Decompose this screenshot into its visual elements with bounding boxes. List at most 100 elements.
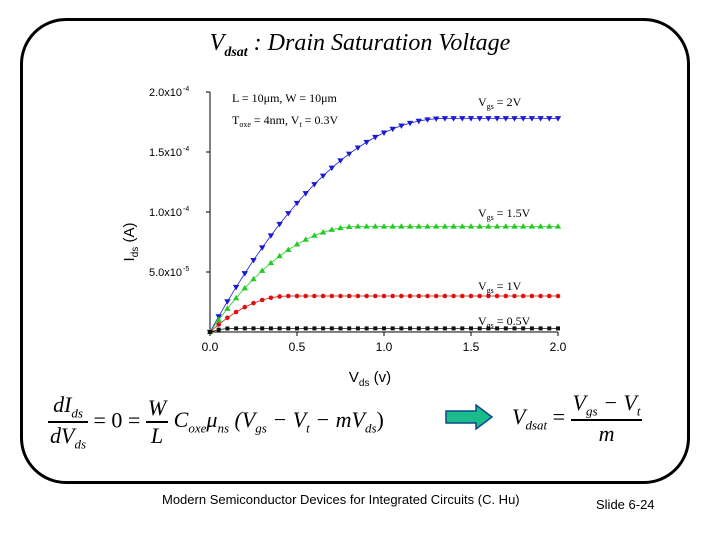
data-point bbox=[267, 259, 275, 266]
data-point bbox=[389, 126, 396, 133]
data-point bbox=[468, 293, 474, 299]
data-point bbox=[390, 293, 396, 299]
slide-number: Slide 6-24 bbox=[596, 497, 655, 512]
data-point bbox=[234, 326, 239, 331]
data-point bbox=[554, 116, 562, 122]
data-point bbox=[216, 327, 221, 332]
data-point bbox=[250, 257, 257, 264]
data-point bbox=[277, 326, 282, 331]
y-tick-exponent: -4 bbox=[183, 86, 189, 93]
data-point bbox=[485, 223, 492, 229]
data-point bbox=[415, 223, 422, 229]
data-point bbox=[355, 293, 361, 299]
x-tick-label: 1.5 bbox=[463, 340, 480, 354]
data-point bbox=[556, 326, 560, 331]
data-point bbox=[224, 305, 231, 311]
data-point bbox=[434, 326, 439, 331]
data-point bbox=[319, 173, 327, 180]
ids-vds-chart: 0.0 0.5 1.0 1.5 2.05.0x10 -51.0x10 -41.5x10 -42… bbox=[121, 86, 567, 389]
data-point bbox=[215, 316, 222, 323]
data-point bbox=[338, 326, 343, 331]
annotation-geometry: L = 10μm, W = 10μm bbox=[232, 91, 338, 105]
data-point bbox=[347, 326, 352, 331]
data-point bbox=[399, 326, 404, 331]
data-point bbox=[302, 236, 309, 242]
data-point bbox=[328, 226, 335, 232]
data-point bbox=[241, 271, 248, 277]
data-point bbox=[225, 326, 230, 331]
current-expression: Coxeμns (Vgs − Vt − mVds) bbox=[173, 407, 384, 436]
vdsat-symbol: Vdsat bbox=[512, 403, 548, 433]
data-point bbox=[286, 326, 291, 331]
data-point bbox=[380, 223, 388, 229]
data-point bbox=[276, 252, 283, 259]
data-point bbox=[442, 326, 447, 331]
data-point bbox=[364, 326, 369, 331]
series-labels: Vgs = 2V Vgs = 1.5V Vgs = 1V Vgs = 0.5V bbox=[478, 95, 531, 330]
data-point bbox=[467, 116, 475, 122]
data-point bbox=[520, 116, 527, 122]
y-axis-label: Ids (A) bbox=[121, 223, 141, 262]
data-point bbox=[493, 116, 501, 122]
equals-zero: = 0 = bbox=[93, 407, 141, 433]
data-point bbox=[503, 326, 508, 331]
y-tick-exponent: -4 bbox=[183, 206, 189, 213]
data-point bbox=[373, 326, 378, 331]
data-point bbox=[295, 326, 299, 331]
data-point bbox=[321, 326, 326, 331]
data-point bbox=[485, 116, 492, 122]
data-point bbox=[224, 299, 231, 305]
data-point bbox=[477, 293, 483, 299]
data-point bbox=[547, 293, 552, 299]
data-point bbox=[433, 223, 440, 229]
data-point bbox=[337, 158, 344, 164]
y-tick-exponent: -5 bbox=[183, 266, 189, 273]
data-point bbox=[493, 223, 501, 229]
data-point bbox=[486, 293, 491, 299]
data-point bbox=[547, 326, 552, 331]
data-point bbox=[337, 224, 344, 231]
data-point bbox=[512, 326, 517, 331]
data-point bbox=[459, 223, 466, 229]
data-point bbox=[529, 293, 535, 299]
data-point bbox=[406, 223, 414, 229]
data-point bbox=[328, 165, 335, 172]
data-point bbox=[382, 326, 386, 331]
data-point bbox=[311, 232, 318, 238]
data-point bbox=[355, 326, 360, 331]
data-point bbox=[208, 330, 212, 334]
data-point bbox=[398, 223, 405, 229]
data-point bbox=[424, 223, 431, 229]
data-point bbox=[372, 134, 379, 141]
data-point bbox=[346, 151, 353, 158]
data-point bbox=[363, 223, 370, 229]
data-point bbox=[416, 293, 422, 299]
vdsat-equation: Vdsat = Vgs − Vt m bbox=[512, 390, 643, 447]
data-point bbox=[277, 294, 282, 299]
data-point bbox=[538, 293, 543, 299]
data-point bbox=[293, 200, 301, 207]
data-point bbox=[251, 326, 256, 331]
data-point bbox=[442, 293, 448, 299]
data-point bbox=[408, 326, 413, 331]
data-point bbox=[424, 117, 431, 123]
y-tick-label: 1.5x10 bbox=[149, 147, 182, 159]
data-point bbox=[259, 267, 266, 273]
data-point bbox=[311, 182, 318, 188]
data-point bbox=[450, 116, 457, 122]
data-point bbox=[294, 293, 300, 299]
data-point bbox=[259, 245, 266, 251]
data-point bbox=[381, 293, 387, 299]
data-point bbox=[354, 223, 362, 229]
data-point bbox=[451, 293, 456, 299]
data-point bbox=[329, 326, 334, 331]
data-point bbox=[467, 223, 475, 229]
data-point bbox=[512, 293, 517, 299]
data-point bbox=[364, 293, 369, 299]
data-point bbox=[450, 223, 457, 229]
data-point bbox=[232, 294, 240, 301]
data-point bbox=[503, 293, 509, 299]
data-point bbox=[546, 223, 553, 229]
